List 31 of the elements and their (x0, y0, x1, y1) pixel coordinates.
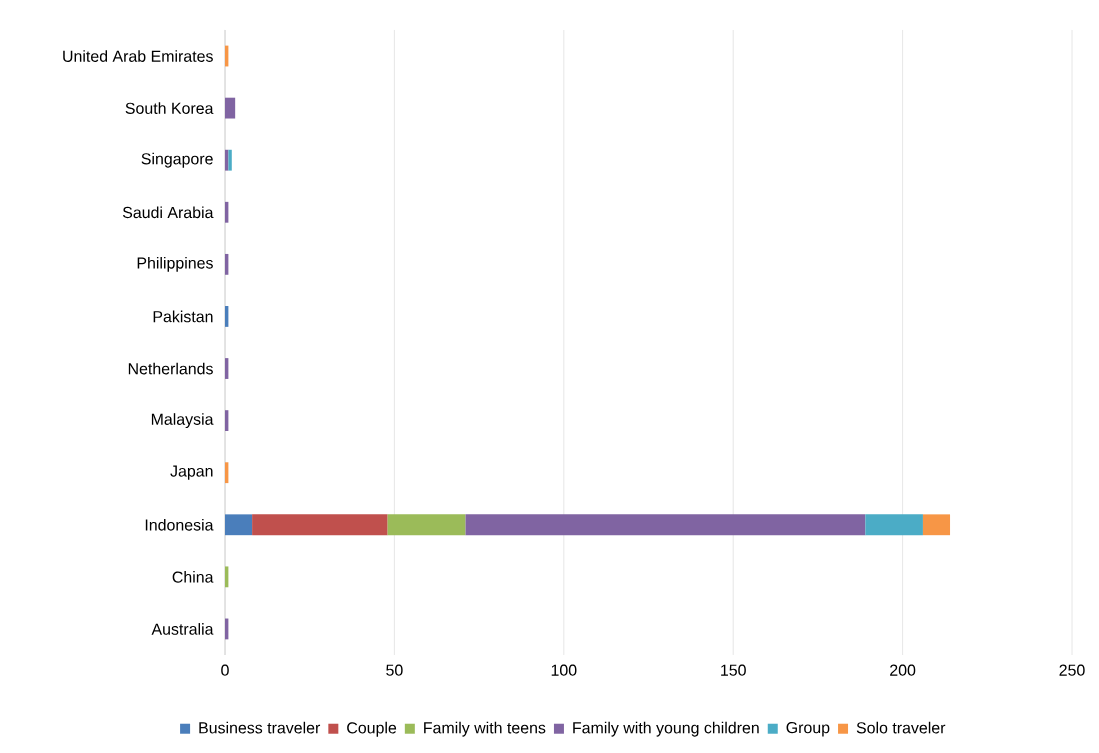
y-tick-label: Saudi Arabia (122, 206, 214, 219)
legend-label: Family with young children (573, 721, 759, 737)
y-tick-label: Japan (170, 465, 213, 480)
legend-label: Family with teens (424, 721, 546, 737)
bar (225, 97, 236, 119)
bar (252, 514, 388, 536)
y-tick-label: Philippines (137, 256, 213, 272)
legend-label: Group (786, 721, 830, 737)
x-tick-label: 100 (551, 664, 577, 676)
x-tick-label: 50 (386, 664, 403, 676)
y-tick-label: Malaysia (151, 413, 214, 429)
x-tick-label: 0 (221, 664, 229, 676)
x-tick-label: 150 (721, 664, 746, 676)
bar (387, 514, 466, 536)
y-tick-label: United Arab Emirates (63, 50, 213, 62)
legend-label: Solo traveler (856, 721, 946, 734)
y-tick-label: Netherlands (128, 362, 213, 375)
legend-label: Couple (347, 721, 397, 737)
y-tick-label: Australia (151, 623, 214, 635)
y-tick-label: Pakistan (153, 310, 213, 323)
legend-label: Business traveler (199, 721, 321, 734)
bar (922, 514, 951, 536)
y-tick-label: South Korea (125, 102, 214, 114)
x-tick-label: 200 (890, 664, 916, 676)
x-tick-label: 250 (1059, 664, 1085, 676)
y-tick-label: Indonesia (145, 518, 214, 531)
bar (865, 514, 923, 536)
bar (465, 514, 866, 536)
bar (225, 514, 253, 536)
y-tick-label: China (172, 571, 214, 583)
y-tick-label: Singapore (141, 152, 213, 168)
